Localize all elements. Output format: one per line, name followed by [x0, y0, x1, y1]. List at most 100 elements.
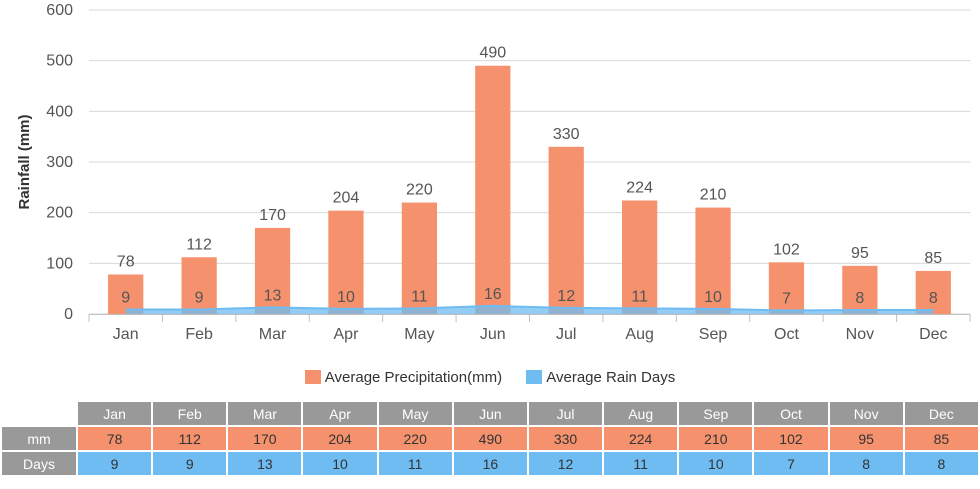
- rain-days-value-label-oct: 7: [782, 290, 791, 307]
- y-tick-label-400: 400: [46, 103, 73, 120]
- table-row-mm: mm 78 112 170 204 220 490 330 224 210 102 95 85: [2, 427, 978, 452]
- rain-days-value-label-jan: 9: [121, 289, 130, 306]
- bar-feb: [181, 257, 217, 314]
- table-cell-days-may: 11: [378, 452, 452, 477]
- table-header-mar: Mar: [228, 402, 302, 427]
- bar-value-label-sep: 210: [700, 187, 727, 204]
- table-header-aug: Aug: [604, 402, 678, 427]
- legend-precipitation-label: Average Precipitation(mm): [324, 368, 503, 386]
- table-cell-mm-mar: 170: [228, 427, 302, 452]
- table-cell-days-apr: 10: [303, 452, 377, 477]
- rain-days-swatch-icon: [526, 369, 543, 384]
- rain-days-value-label-mar: 13: [264, 287, 282, 304]
- x-tick-label-oct: Oct: [774, 326, 799, 343]
- bar-nov: [842, 265, 878, 314]
- table-header-jul: Jul: [528, 402, 603, 427]
- rain-days-value-label-feb: 9: [195, 289, 204, 306]
- x-tick-label-nov: Nov: [846, 326, 874, 343]
- table-cell-mm-feb: 112: [153, 427, 227, 452]
- legend-item-rain-days[interactable]: Average Rain Days: [526, 369, 675, 386]
- rain-days-area: [125, 305, 934, 314]
- bar-value-label-jun: 490: [479, 45, 506, 62]
- x-tick-label-dec: Dec: [919, 326, 947, 343]
- legend-item-precipitation[interactable]: Average Precipitation(mm): [304, 368, 503, 386]
- x-tick-label-feb: Feb: [185, 326, 213, 343]
- table-header-nov: Nov: [829, 402, 903, 427]
- table-cell-mm-nov: 95: [829, 427, 903, 452]
- bar-jul: [548, 146, 584, 314]
- x-tick-label-jun: Jun: [480, 326, 506, 343]
- x-tick-label-apr: Apr: [334, 326, 360, 343]
- bar-may: [401, 202, 437, 314]
- table-cell-mm-sep: 210: [679, 427, 753, 452]
- bar-value-label-jul: 330: [553, 126, 580, 143]
- table-header-jan: Jan: [78, 402, 152, 427]
- table-cell-mm-jul: 330: [528, 427, 603, 452]
- rain-days-line: [125, 304, 934, 312]
- precipitation-swatch-icon: [304, 369, 321, 384]
- table-header-feb: Feb: [153, 402, 227, 427]
- table-cell-days-jul: 12: [528, 452, 603, 477]
- table-cell-days-aug: 11: [604, 452, 678, 477]
- bar-value-label-jan: 78: [117, 253, 135, 270]
- x-tick-label-aug: Aug: [625, 326, 653, 343]
- bar-value-label-feb: 112: [186, 236, 212, 253]
- table-cell-days-feb: 9: [153, 452, 227, 477]
- x-tick-label-jul: Jul: [556, 326, 576, 343]
- bar-value-label-mar: 170: [259, 207, 286, 224]
- bar-mar: [254, 227, 291, 314]
- table-cell-days-dec: 8: [904, 452, 978, 477]
- table-row-days: Days 9 9 13 10 11 16 12 11 10 7 8 8: [2, 452, 978, 477]
- x-tick-label-may: May: [404, 326, 434, 343]
- table-cell-days-mar: 13: [228, 452, 302, 477]
- rain-days-value-label-dec: 8: [929, 290, 938, 307]
- bar-value-label-oct: 102: [773, 241, 800, 258]
- y-tick-label-100: 100: [46, 255, 73, 272]
- table-cell-days-jun: 16: [453, 452, 527, 477]
- rain-days-value-label-jun: 16: [484, 286, 502, 303]
- table-cell-days-jan: 9: [78, 452, 152, 477]
- table-cell-mm-dec: 85: [904, 427, 978, 452]
- table-cell-mm-apr: 204: [303, 427, 377, 452]
- bar-jan: [108, 274, 144, 314]
- y-axis-title: Rainfall (mm): [16, 114, 33, 209]
- x-tick-label-jan: Jan: [113, 326, 139, 343]
- bar-dec: [915, 270, 951, 314]
- bar-value-label-dec: 85: [924, 250, 942, 267]
- table-header-dec: Dec: [904, 402, 978, 427]
- table-header-jun: Jun: [453, 402, 527, 427]
- table-cell-mm-jan: 78: [78, 427, 152, 452]
- table-cell-mm-may: 220: [378, 427, 452, 452]
- x-tick-label-mar: Mar: [259, 326, 287, 343]
- table-header-row: Jan Feb Mar Apr May Jun Jul Aug Sep Oct Nov Dec: [2, 402, 978, 427]
- y-tick-label-200: 200: [46, 205, 73, 222]
- legend-rain-days-label: Average Rain Days: [546, 368, 676, 386]
- table-cell-days-oct: 7: [754, 452, 828, 477]
- y-tick-label-0: 0: [64, 306, 73, 323]
- bar-oct: [768, 262, 805, 314]
- table-cell-days-sep: 10: [679, 452, 753, 477]
- x-tick-label-sep: Sep: [699, 326, 728, 343]
- rain-days-value-label-aug: 11: [631, 288, 648, 305]
- rainfall-data-table: Jan Feb Mar Apr May Jun Jul Aug Sep Oct Nov Dec mm …: [0, 402, 980, 477]
- bar-apr: [328, 210, 364, 314]
- bar-jun: [475, 65, 511, 314]
- bar-aug: [622, 200, 658, 314]
- bar-value-label-nov: 95: [851, 245, 869, 262]
- y-tick-label-500: 500: [46, 53, 73, 70]
- rain-days-value-label-apr: 10: [337, 289, 355, 306]
- bar-value-label-apr: 204: [333, 190, 360, 207]
- bar-value-label-aug: 224: [626, 180, 653, 197]
- table-cell-mm-jun: 490: [453, 427, 527, 452]
- table-header-sep: Sep: [679, 402, 753, 427]
- bar-sep: [695, 207, 731, 314]
- rain-days-value-label-sep: 10: [704, 289, 722, 306]
- table-header-oct: Oct: [754, 402, 828, 427]
- table-cell-days-nov: 8: [829, 452, 903, 477]
- rain-days-value-label-nov: 8: [855, 290, 864, 307]
- row-label-days: Days: [2, 452, 76, 477]
- chart-legend: Average Precipitation(mm) Average Rain D…: [0, 368, 980, 386]
- table-header-apr: Apr: [303, 402, 377, 427]
- table-cell-mm-oct: 102: [754, 427, 828, 452]
- row-label-mm: mm: [2, 427, 76, 452]
